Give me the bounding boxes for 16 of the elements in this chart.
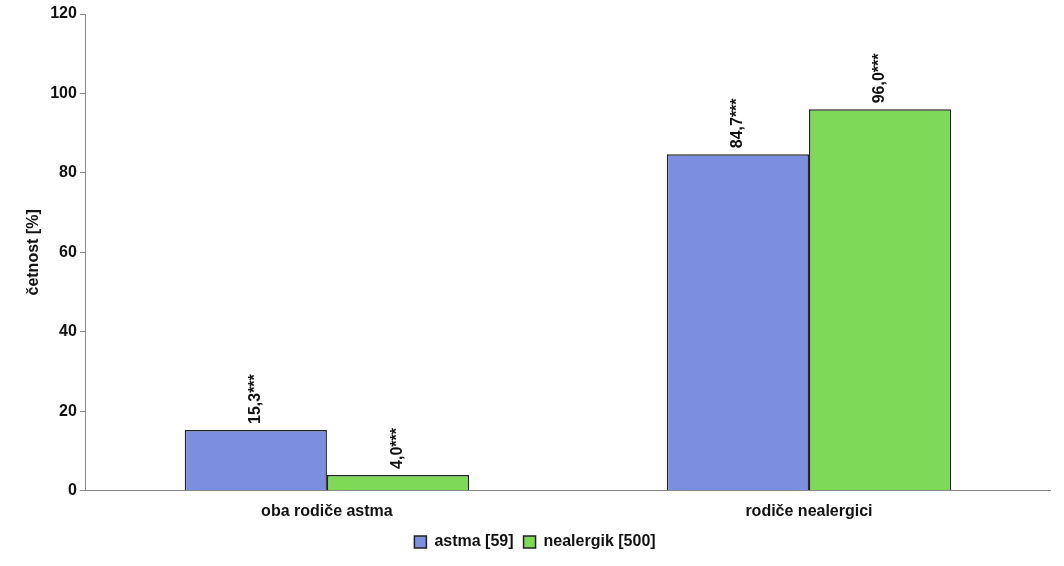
- x-tick-label: oba rodiče astma: [261, 501, 393, 519]
- y-tick-label: 80: [59, 163, 77, 181]
- x-tick-label: rodiče nealergici: [745, 501, 873, 519]
- y-tick-label: 100: [50, 83, 77, 101]
- y-tick-label: 60: [59, 242, 77, 260]
- data-label: 15,3***: [246, 373, 264, 425]
- y-tick-label: 40: [59, 322, 77, 340]
- legend-label: astma [59]: [434, 532, 514, 550]
- data-label: 96,0***: [870, 52, 888, 104]
- data-label: 84,7***: [728, 97, 746, 149]
- y-tick-label: 0: [67, 481, 77, 499]
- data-label: 4,0***: [388, 427, 406, 469]
- legend-label: nealergik [500]: [543, 532, 656, 550]
- y-axis-title: četnost [%]: [24, 209, 42, 296]
- y-tick-label: 120: [50, 4, 77, 22]
- y-tick-label: 20: [59, 401, 77, 419]
